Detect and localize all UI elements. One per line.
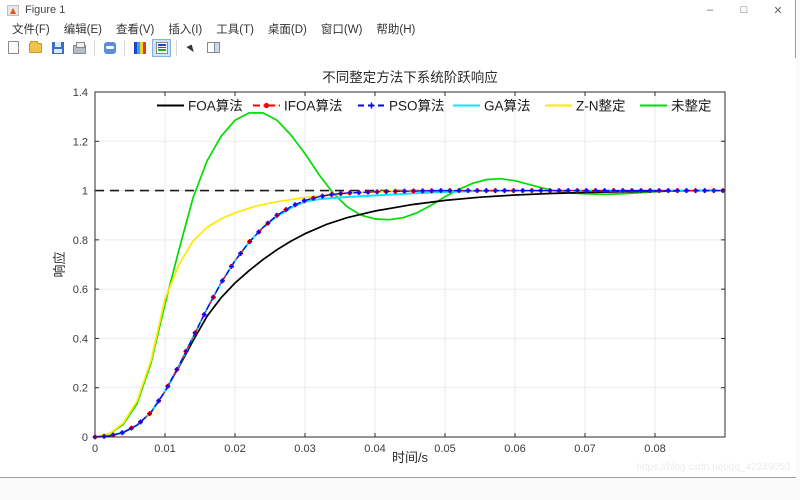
legend-label-2: PSO算法 bbox=[389, 99, 445, 114]
x-tick-label: 0.04 bbox=[364, 443, 385, 455]
series-line-0 bbox=[94, 189, 726, 438]
step-response-chart[interactable]: 0 0.01 0.02 0.03 0.04 0.05 0.06 0.07 0.08 0 0.2 0.4… bbox=[0, 58, 796, 477]
insert-colorbar-button[interactable] bbox=[130, 39, 149, 57]
y-axis-label: 响应 bbox=[52, 251, 67, 277]
link-plot-button[interactable] bbox=[100, 39, 119, 57]
desktop-background bbox=[0, 479, 800, 500]
link-plot-icon bbox=[103, 41, 116, 54]
series-markers-2 bbox=[92, 188, 726, 440]
legend-label-5: 未整定 bbox=[671, 99, 712, 114]
x-tick-label: 0.08 bbox=[644, 443, 665, 455]
menu-desktop[interactable]: 桌面(D) bbox=[267, 23, 307, 36]
legend[interactable] bbox=[157, 102, 667, 109]
x-tick-label: 0.07 bbox=[574, 443, 595, 455]
series-line-2 bbox=[94, 189, 725, 438]
x-tick-label: 0.03 bbox=[294, 443, 315, 455]
chart-title: 不同整定方法下系统阶跃响应 bbox=[322, 69, 498, 85]
plot-tools-button[interactable] bbox=[204, 39, 223, 57]
matlab-figure-icon bbox=[7, 4, 19, 16]
save-icon bbox=[51, 41, 64, 54]
new-file-button[interactable] bbox=[4, 39, 23, 57]
cursor-arrow-icon bbox=[186, 42, 197, 53]
legend-label-0: FOA算法 bbox=[188, 99, 243, 114]
toolbar-separator bbox=[94, 39, 95, 56]
insert-legend-icon bbox=[155, 41, 168, 54]
chart-canvas[interactable]: 0 0.01 0.02 0.03 0.04 0.05 0.06 0.07 0.08 0 0.2 0.4… bbox=[0, 58, 796, 477]
series-line-5 bbox=[94, 112, 726, 438]
y-tick-label: 0.4 bbox=[73, 333, 88, 345]
window-controls: – □ ✕ bbox=[693, 0, 795, 20]
insert-legend-button[interactable] bbox=[152, 38, 171, 57]
menu-bar: 文件(F) 编辑(E) 查看(V) 插入(I) 工具(T) 桌面(D) 窗口(W… bbox=[0, 20, 795, 37]
y-tick-label: 0.2 bbox=[73, 383, 88, 395]
y-tick-label: 0 bbox=[82, 432, 88, 444]
x-tick-label: 0.02 bbox=[224, 443, 245, 455]
y-tick-label: 1.4 bbox=[73, 87, 88, 99]
x-tick-label: 0 bbox=[92, 443, 98, 455]
watermark: https://blog.csdn.net/qq_42249050 bbox=[637, 462, 791, 473]
series-markers-1 bbox=[92, 188, 726, 440]
figure-window: Figure 1 – □ ✕ 文件(F) 编辑(E) 查看(V) 插入(I) 工… bbox=[0, 0, 796, 478]
y-tick-label: 0.8 bbox=[73, 235, 88, 247]
menu-insert[interactable]: 插入(I) bbox=[168, 23, 203, 36]
open-folder-icon bbox=[29, 40, 42, 53]
legend-label-1: IFOA算法 bbox=[284, 99, 343, 114]
toolbar bbox=[0, 37, 795, 58]
save-button[interactable] bbox=[48, 39, 67, 57]
legend-item-2[interactable] bbox=[358, 102, 385, 109]
toolbar-separator bbox=[176, 39, 177, 56]
y-tick-label: 1 bbox=[82, 186, 88, 198]
print-button[interactable] bbox=[70, 39, 89, 57]
series-line-1 bbox=[94, 189, 725, 438]
x-axis-label: 时间/s bbox=[392, 450, 429, 465]
series-line-4 bbox=[94, 189, 725, 438]
y-tick-label: 0.6 bbox=[73, 284, 88, 296]
x-tick-label: 0.06 bbox=[504, 443, 525, 455]
x-tick-label: 0.01 bbox=[154, 443, 175, 455]
open-file-button[interactable] bbox=[26, 39, 45, 57]
window-title: Figure 1 bbox=[25, 4, 66, 16]
toolbar-separator bbox=[124, 39, 125, 56]
edit-plot-button[interactable] bbox=[182, 39, 201, 57]
y-tick-label: 1.2 bbox=[73, 136, 88, 148]
minimize-button[interactable]: – bbox=[706, 4, 714, 16]
legend-item-1[interactable] bbox=[253, 102, 280, 109]
legend-label-3: GA算法 bbox=[484, 99, 531, 114]
close-button[interactable]: ✕ bbox=[773, 4, 783, 17]
plot-tools-icon bbox=[207, 42, 220, 53]
new-file-icon bbox=[8, 41, 19, 54]
menu-edit[interactable]: 编辑(E) bbox=[63, 23, 103, 36]
axes-box bbox=[94, 91, 726, 438]
menu-tools[interactable]: 工具(T) bbox=[216, 23, 254, 36]
print-icon bbox=[73, 41, 86, 54]
series-line-3 bbox=[94, 189, 725, 438]
grid-lines bbox=[95, 92, 725, 437]
menu-view[interactable]: 查看(V) bbox=[116, 23, 155, 36]
menu-help[interactable]: 帮助(H) bbox=[376, 23, 416, 36]
maximize-button[interactable]: □ bbox=[740, 4, 748, 16]
menu-file[interactable]: 文件(F) bbox=[12, 23, 50, 36]
legend-label-4: Z-N整定 bbox=[576, 99, 626, 114]
menu-window[interactable]: 窗口(W) bbox=[320, 23, 363, 36]
title-bar[interactable]: Figure 1 – □ ✕ bbox=[0, 0, 795, 20]
insert-colorbar-icon bbox=[133, 41, 146, 54]
x-tick-label: 0.05 bbox=[434, 443, 455, 455]
